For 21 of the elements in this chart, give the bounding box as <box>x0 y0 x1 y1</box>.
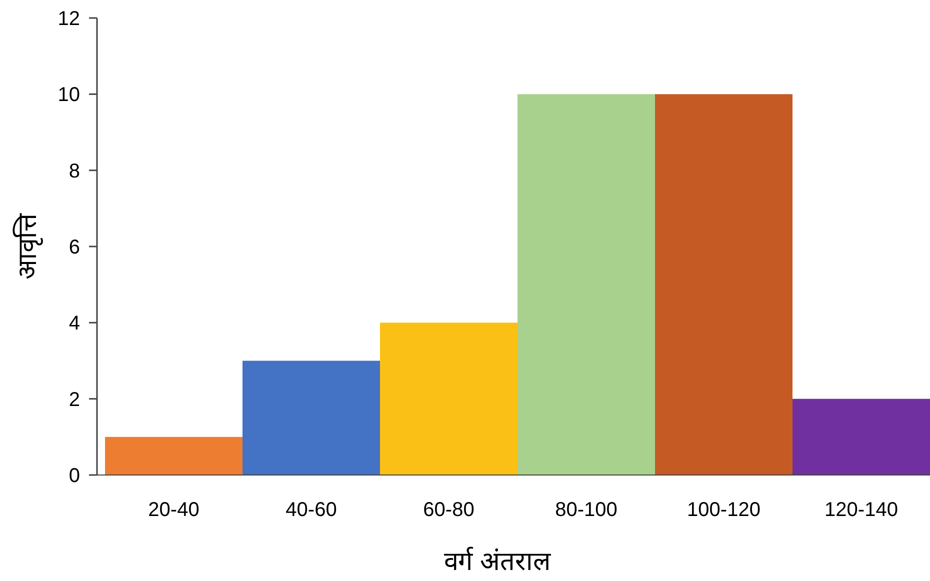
y-tick-label: 4 <box>68 312 80 335</box>
bar <box>242 360 380 475</box>
x-tick-label: 40-60 <box>286 499 337 521</box>
y-tick-label: 10 <box>58 84 80 106</box>
y-tick-label: 12 <box>58 8 80 30</box>
x-tick-label: 80-100 <box>555 499 618 521</box>
bar <box>105 436 242 475</box>
x-tick-label: 100-120 <box>687 499 760 521</box>
y-tick-label: 6 <box>68 236 80 258</box>
x-tick-label: 60-80 <box>423 499 474 521</box>
bar <box>655 94 792 475</box>
y-axis-title: आवृत्ति <box>12 212 43 280</box>
bar <box>380 322 518 475</box>
x-axis-title: वर्ग अंतराल <box>444 546 552 576</box>
x-tick-label: 20-40 <box>148 499 200 521</box>
bar <box>518 94 655 475</box>
x-tick-label: 120-140 <box>824 499 898 521</box>
y-tick-label: 8 <box>68 160 80 182</box>
bar <box>792 398 930 475</box>
y-tick-label: 2 <box>68 388 80 411</box>
y-tick-label: 0 <box>68 465 80 487</box>
